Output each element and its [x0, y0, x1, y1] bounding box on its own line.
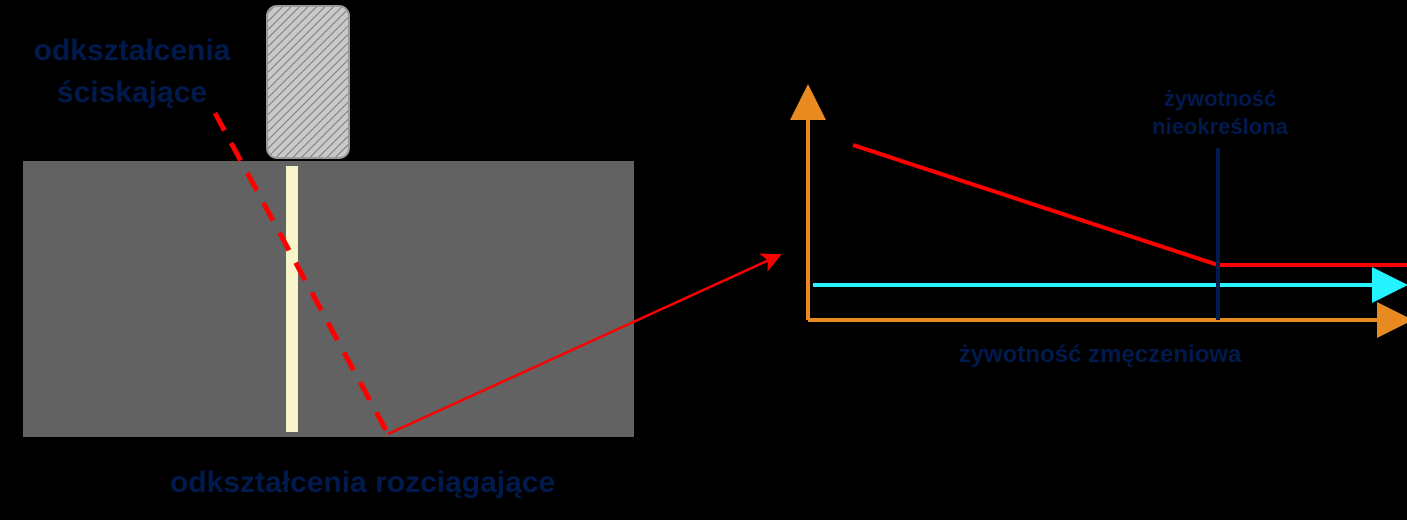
tensile-label: odkształcenia rozciągające: [170, 466, 555, 499]
infinite-life-label-line1: żywotność: [1164, 86, 1276, 111]
cut-slot: [286, 166, 298, 432]
compressive-label-line1: odkształcenia: [34, 34, 231, 67]
infinite-life-label-line2: nieokreślona: [1152, 114, 1288, 139]
fatigue-life-label: żywotność zmęczeniowa: [959, 341, 1242, 368]
cutting-tool: [267, 6, 349, 158]
workpiece-block: [23, 161, 634, 437]
compressive-label-line2: ściskające: [57, 76, 207, 109]
